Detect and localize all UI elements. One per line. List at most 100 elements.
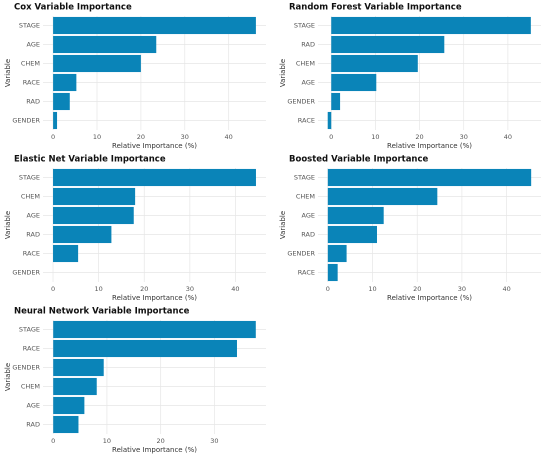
x-tick-label: 40	[504, 133, 512, 141]
y-axis-title: Variable	[4, 211, 12, 239]
bar	[331, 54, 418, 73]
x-axis-title: Relative Importance (%)	[387, 142, 472, 150]
x-tick-label: 40	[502, 285, 510, 293]
y-tick-label: STAGE	[19, 22, 40, 30]
y-tick-label: RAD	[26, 98, 40, 106]
bar	[327, 225, 377, 244]
bar	[327, 187, 438, 206]
y-tick-label: AGE	[302, 212, 315, 220]
bar	[53, 92, 70, 111]
bar	[53, 320, 256, 339]
chart-title: Boosted Variable Importance	[289, 155, 429, 165]
x-tick-label: 20	[415, 133, 423, 141]
y-tick-label: CHEM	[296, 193, 315, 201]
y-tick-label: AGE	[27, 41, 40, 49]
chart-title: Cox Variable Importance	[14, 3, 132, 13]
bar	[53, 225, 112, 244]
y-axis-title: Variable	[279, 59, 287, 87]
y-tick-label: CHEM	[21, 193, 40, 201]
y-tick-label: RACE	[23, 79, 40, 87]
x-tick-label: 20	[137, 133, 145, 141]
chart-title: Random Forest Variable Importance	[289, 3, 462, 13]
x-tick-label: 0	[51, 285, 55, 293]
bar	[53, 111, 58, 130]
y-tick-label: GENDER	[287, 98, 315, 106]
y-tick-label: AGE	[302, 79, 315, 87]
chart-title: Neural Network Variable Importance	[14, 307, 190, 317]
bar	[53, 168, 256, 187]
x-tick-label: 20	[157, 437, 165, 445]
bar	[53, 73, 77, 92]
x-axis-title: Relative Importance (%)	[112, 446, 197, 454]
bar	[53, 415, 79, 434]
y-tick-label: RAD	[301, 231, 315, 239]
x-tick-label: 10	[368, 285, 376, 293]
x-tick-label: 0	[326, 285, 330, 293]
bar	[53, 35, 157, 54]
x-tick-label: 30	[181, 133, 189, 141]
y-axis-title: Variable	[4, 59, 12, 87]
bar	[331, 16, 531, 35]
y-tick-label: RACE	[23, 250, 40, 258]
y-tick-label: RAD	[26, 421, 40, 429]
y-tick-label: GENDER	[287, 250, 315, 258]
bar	[53, 377, 97, 396]
x-tick-label: 10	[94, 285, 102, 293]
bar	[53, 16, 256, 35]
x-tick-label: 0	[51, 133, 55, 141]
bar	[327, 244, 347, 263]
x-tick-label: 40	[225, 133, 233, 141]
y-tick-label: GENDER	[12, 117, 40, 125]
bar	[327, 168, 532, 187]
y-tick-label: STAGE	[19, 174, 40, 182]
x-tick-label: 20	[413, 285, 421, 293]
x-tick-label: 10	[93, 133, 101, 141]
y-tick-label: RACE	[23, 345, 40, 353]
y-tick-label: RAD	[26, 231, 40, 239]
x-tick-label: 20	[140, 285, 148, 293]
x-tick-label: 0	[51, 437, 55, 445]
bar	[53, 396, 85, 415]
y-axis-title: Variable	[4, 363, 12, 391]
y-tick-label: STAGE	[294, 22, 315, 30]
bar	[331, 92, 341, 111]
bar	[53, 54, 141, 73]
y-tick-label: STAGE	[19, 326, 40, 334]
bar	[327, 111, 332, 130]
bar	[327, 206, 384, 225]
x-tick-label: 40	[231, 285, 239, 293]
chart-title: Elastic Net Variable Importance	[14, 155, 166, 165]
bar	[331, 73, 377, 92]
y-tick-label: CHEM	[296, 60, 315, 68]
y-tick-label: CHEM	[21, 60, 40, 68]
bar	[53, 187, 136, 206]
y-tick-label: RACE	[298, 269, 315, 277]
y-axis-title: Variable	[279, 211, 287, 239]
y-tick-label: STAGE	[294, 174, 315, 182]
bar	[53, 339, 237, 358]
x-tick-label: 30	[210, 437, 218, 445]
x-axis-title: Relative Importance (%)	[112, 294, 197, 302]
y-tick-label: RAD	[301, 41, 315, 49]
y-tick-label: AGE	[27, 212, 40, 220]
bar	[327, 263, 338, 282]
bar	[53, 244, 79, 263]
x-axis-title: Relative Importance (%)	[387, 294, 472, 302]
x-tick-label: 30	[186, 285, 194, 293]
x-tick-label: 10	[371, 133, 379, 141]
y-tick-label: CHEM	[21, 383, 40, 391]
y-tick-label: AGE	[27, 402, 40, 410]
bar	[331, 35, 445, 54]
x-tick-label: 30	[460, 133, 468, 141]
y-tick-label: RACE	[298, 117, 315, 125]
bar	[53, 358, 104, 377]
y-tick-label: GENDER	[12, 269, 40, 277]
x-tick-label: 0	[329, 133, 333, 141]
x-tick-label: 30	[458, 285, 466, 293]
y-tick-label: GENDER	[12, 364, 40, 372]
x-tick-label: 10	[103, 437, 111, 445]
bar	[53, 206, 134, 225]
x-axis-title: Relative Importance (%)	[112, 142, 197, 150]
